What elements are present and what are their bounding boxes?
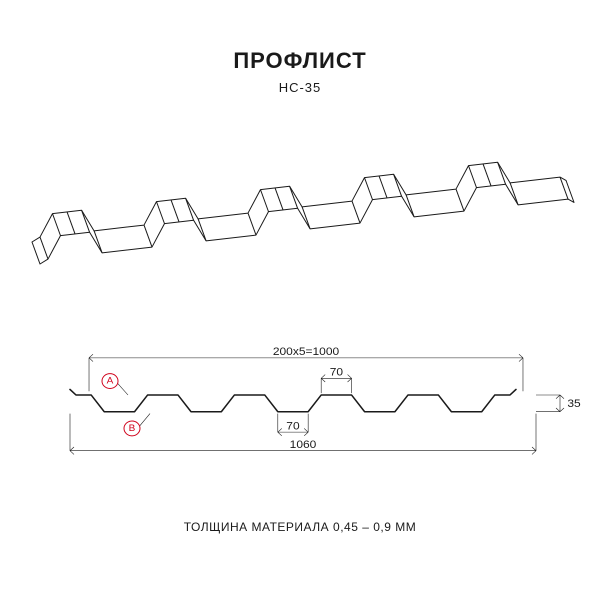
page-title: ПРОФЛИСТ — [0, 48, 600, 74]
section-view: 200х5=1000 70 70 1060 35 A B — [0, 330, 600, 460]
svg-text:35: 35 — [567, 398, 580, 410]
marker-b: B — [129, 423, 136, 434]
title-block: ПРОФЛИСТ НС-35 — [0, 0, 600, 95]
svg-text:70: 70 — [286, 421, 299, 433]
svg-text:200х5=1000: 200х5=1000 — [273, 346, 339, 358]
isometric-view — [0, 130, 600, 290]
footer-text: ТОЛЩИНА МАТЕРИАЛА 0,45 – 0,9 ММ — [0, 520, 600, 534]
marker-a: A — [107, 376, 114, 387]
page-subtitle: НС-35 — [0, 80, 600, 95]
svg-text:70: 70 — [330, 367, 343, 379]
svg-text:1060: 1060 — [290, 439, 317, 451]
